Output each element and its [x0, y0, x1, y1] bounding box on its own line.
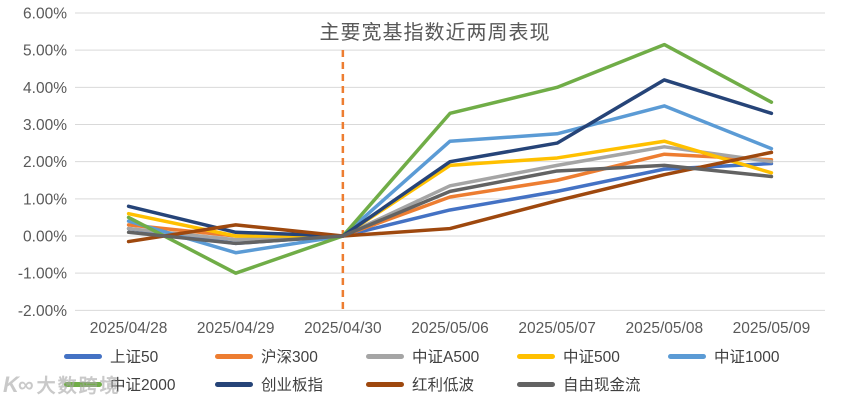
chart-title: 主要宽基指数近两周表现	[319, 22, 551, 44]
legend-label: 创业板指	[261, 377, 324, 394]
legend-item-中证2000: 中证2000	[64, 373, 215, 395]
legend-label: 上证50	[110, 349, 159, 366]
x-axis-tick-label: 2025/04/29	[197, 320, 275, 337]
legend-swatch-icon	[366, 381, 404, 387]
y-axis-tick-label: 6.00%	[23, 6, 67, 23]
legend-swatch-icon	[215, 353, 253, 359]
legend-label: 中证2000	[110, 377, 176, 394]
series-line-创业板指	[126, 78, 774, 238]
legend-item-中证A500: 中证A500	[366, 345, 517, 367]
legend-item-中证1000: 中证1000	[668, 345, 819, 367]
series-line-自由现金流	[126, 163, 774, 246]
x-axis-tick-label: 2025/04/30	[304, 320, 382, 337]
legend-item-创业板指: 创业板指	[215, 373, 366, 395]
legend-swatch-icon	[215, 381, 253, 387]
legend-label: 沪深300	[261, 349, 318, 366]
x-axis-tick-label: 2025/05/07	[518, 320, 596, 337]
legend-swatch-icon	[64, 353, 102, 359]
legend-item-沪深300: 沪深300	[215, 345, 366, 367]
x-axis-tick-label: 2025/05/08	[625, 320, 703, 337]
y-axis-tick-label: 1.00%	[23, 191, 67, 208]
legend-label: 红利低波	[412, 377, 475, 394]
y-axis-tick-label: 4.00%	[23, 80, 67, 97]
legend-item-红利低波: 红利低波	[366, 373, 517, 395]
legend-swatch-icon	[517, 381, 555, 387]
legend-swatch-icon	[668, 353, 706, 359]
legend-label: 中证A500	[412, 349, 480, 366]
legend-label: 中证1000	[714, 349, 780, 366]
y-axis-tick-label: 5.00%	[23, 43, 67, 60]
series-line-中证1000	[126, 104, 774, 255]
series-line-中证500	[126, 139, 774, 238]
y-axis-tick-label: -1.00%	[18, 266, 67, 283]
legend-item-中证500: 中证500	[517, 345, 668, 367]
y-axis-tick-label: 2.00%	[23, 154, 67, 171]
legend-item-上证50: 上证50	[64, 345, 215, 367]
series-line-中证A500	[126, 145, 774, 242]
legend-row-1: 上证50 沪深300 中证A500 中证500 中证1000	[64, 344, 846, 368]
legend-swatch-icon	[366, 353, 404, 359]
legend-row-2: 中证2000 创业板指 红利低波 自由现金流	[64, 372, 846, 396]
x-axis-tick-label: 2025/05/06	[411, 320, 489, 337]
legend-label: 中证500	[563, 349, 620, 366]
legend-swatch-icon	[517, 353, 555, 359]
series-line-红利低波	[126, 150, 774, 244]
legend-item-自由现金流: 自由现金流	[517, 373, 668, 395]
y-axis-tick-label: 0.00%	[23, 229, 67, 246]
legend-swatch-icon	[64, 381, 102, 387]
x-axis-tick-label: 2025/04/28	[90, 320, 168, 337]
y-axis-tick-label: -2.00%	[18, 303, 67, 320]
series-line-中证2000	[126, 42, 774, 275]
x-axis-tick-label: 2025/05/09	[733, 320, 811, 337]
legend-label: 自由现金流	[563, 377, 641, 394]
y-axis-tick-label: 3.00%	[23, 117, 67, 134]
